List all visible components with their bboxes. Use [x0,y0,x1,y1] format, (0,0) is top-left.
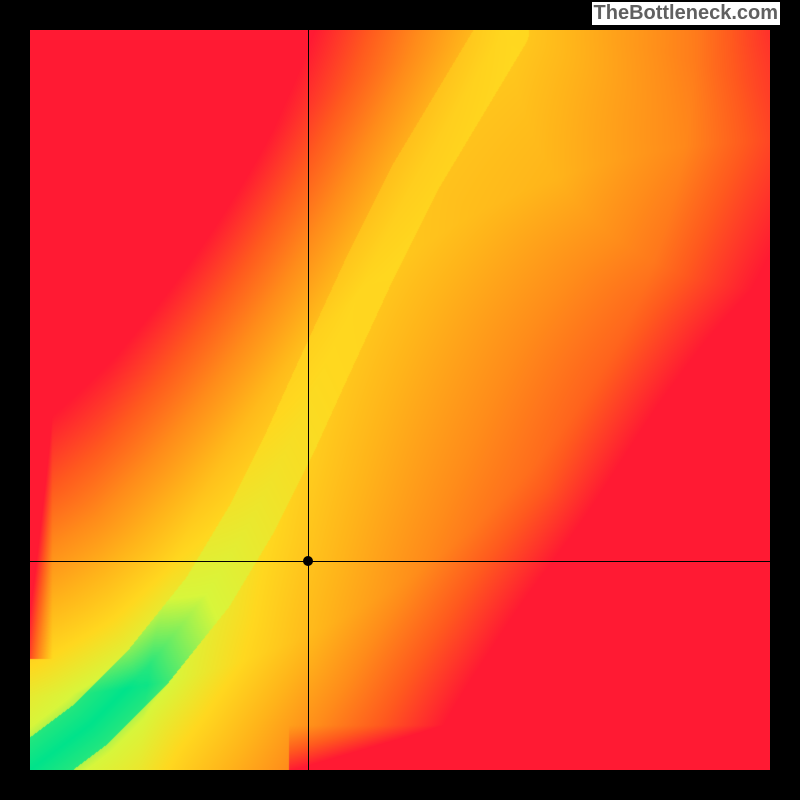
crosshair-marker [303,556,313,566]
heatmap-canvas [30,30,770,770]
attribution-label: TheBottleneck.com [592,2,780,25]
crosshair-vertical [308,30,309,770]
figure-container: TheBottleneck.com [0,0,800,800]
crosshair-horizontal [30,561,770,562]
